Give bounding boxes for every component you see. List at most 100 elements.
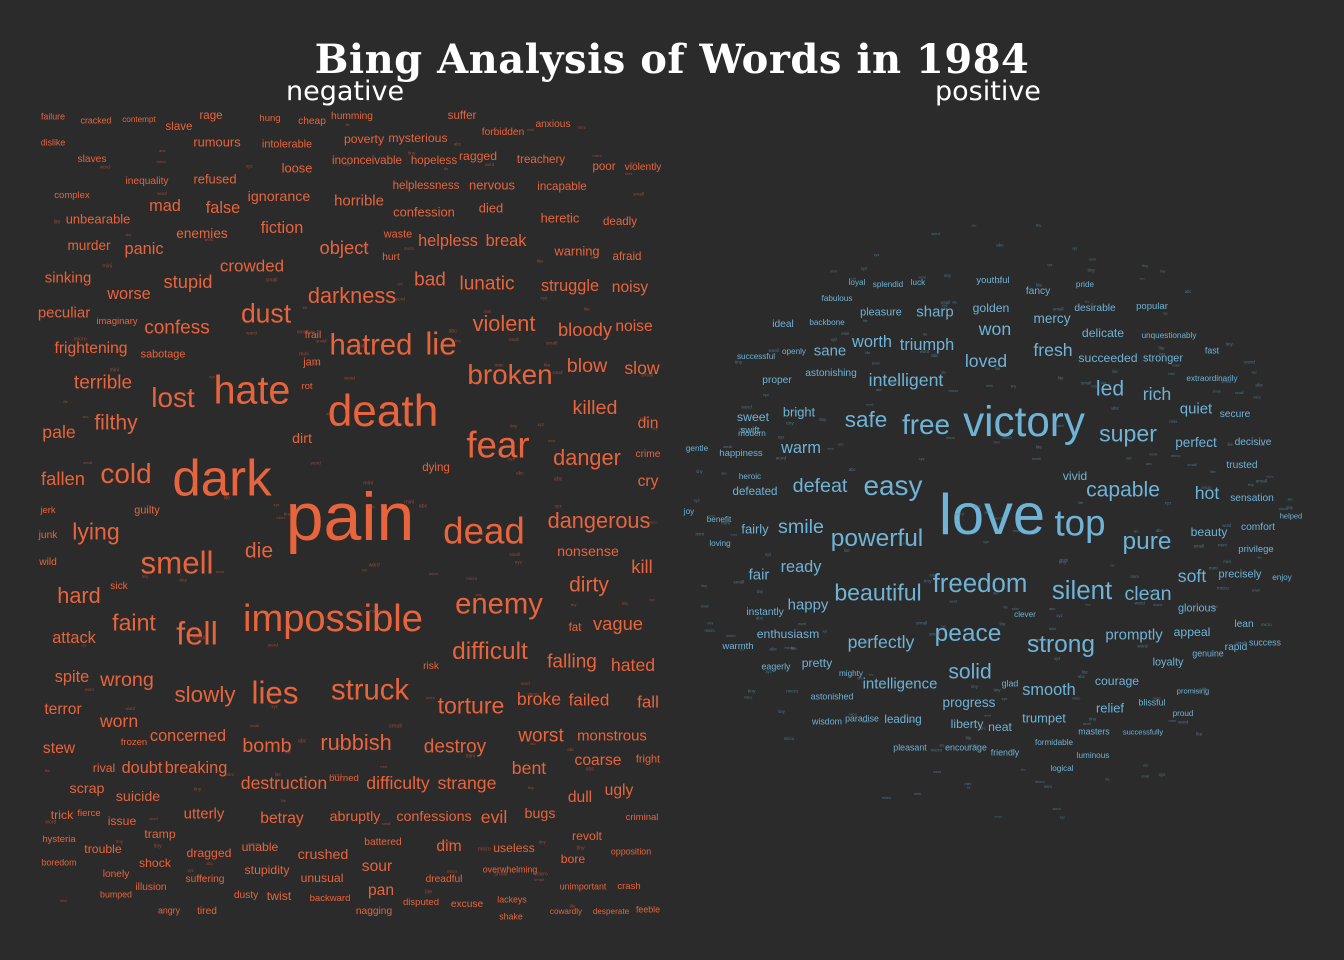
- filler-word: word: [296, 329, 309, 336]
- filler-word: micro: [446, 868, 458, 874]
- filler-word: tiny: [1058, 559, 1067, 566]
- filler-word: abc: [721, 471, 727, 476]
- filler-word: micro: [1216, 586, 1229, 592]
- word-positive-backbone: backbone: [809, 317, 845, 327]
- word-negative-coarse: coarse: [574, 752, 622, 770]
- word-positive-happiness: happiness: [719, 448, 763, 460]
- filler-word: small: [866, 402, 874, 407]
- word-negative-bore: bore: [560, 851, 586, 866]
- word-positive-eagerly: eagerly: [761, 661, 791, 672]
- filler-word: mini: [1059, 558, 1069, 564]
- filler-word: abc: [297, 737, 307, 744]
- word-negative-impossible: impossible: [243, 597, 423, 640]
- filler-word: small: [1251, 588, 1260, 593]
- filler-word: lite: [1158, 345, 1165, 351]
- word-positive-helped: helped: [1279, 511, 1303, 521]
- group-label-positive: positive: [935, 76, 1041, 107]
- word-positive-genuine: genuine: [1192, 648, 1224, 659]
- word-positive-won: won: [978, 319, 1012, 340]
- filler-word: xyz: [630, 160, 637, 166]
- filler-word: lite: [865, 351, 871, 356]
- filler-word: lite: [44, 768, 50, 774]
- filler-word: tiny: [1142, 263, 1149, 269]
- word-positive-openly: openly: [781, 346, 807, 356]
- filler-word: abc: [973, 504, 981, 510]
- word-positive-bright: bright: [782, 404, 816, 420]
- filler-word: xyz: [507, 457, 516, 463]
- filler-word: xyz: [1158, 771, 1166, 777]
- filler-word: word: [332, 772, 343, 778]
- filler-word: xyz: [941, 302, 948, 308]
- word-negative-difficult: difficult: [452, 637, 528, 665]
- filler-word: word: [707, 513, 715, 518]
- word-negative-revolt: revolt: [572, 828, 602, 843]
- word-positive-proud: proud: [1172, 708, 1194, 718]
- filler-word: tiny: [993, 687, 1001, 693]
- filler-word: tiny: [1084, 299, 1090, 304]
- word-positive-clever: clever: [1014, 609, 1036, 619]
- word-positive-love: love: [938, 483, 1046, 548]
- filler-word: small: [353, 343, 366, 350]
- word-negative-frozen: frozen: [120, 737, 148, 749]
- word-positive-joy: joy: [683, 506, 695, 516]
- filler-word: xyz: [209, 373, 216, 379]
- word-negative-lackeys: lackeys: [497, 894, 527, 905]
- word-negative-suffer: suffer: [447, 110, 477, 123]
- word-negative-hung: hung: [259, 113, 281, 125]
- filler-word: tiny: [538, 840, 546, 846]
- word-negative-sick: sick: [110, 580, 128, 592]
- filler-word: abc: [1287, 496, 1293, 501]
- filler-word: xyz: [1056, 612, 1063, 618]
- word-positive-mighty: mighty: [838, 668, 864, 678]
- filler-word: abc: [308, 328, 315, 334]
- filler-word: tiny: [1286, 504, 1293, 510]
- word-negative-refused: refused: [193, 171, 237, 187]
- word-negative-nervous: nervous: [469, 177, 515, 193]
- word-positive-promising: promising: [1176, 686, 1210, 696]
- word-negative-treachery: treachery: [516, 154, 566, 167]
- filler-word: tiny: [944, 272, 951, 278]
- word-positive-lean: lean: [1234, 618, 1254, 630]
- filler-word: small: [723, 444, 733, 450]
- word-positive-glorious: glorious: [1177, 602, 1217, 615]
- filler-word: abc: [939, 743, 945, 748]
- filler-word: tiny: [1160, 268, 1166, 273]
- word-negative-risk: risk: [423, 660, 439, 672]
- word-positive-delicate: delicate: [1081, 325, 1125, 340]
- filler-word: micro: [592, 154, 602, 159]
- word-negative-slowly: slowly: [174, 681, 236, 707]
- filler-word: abc: [367, 505, 376, 511]
- word-positive-perfectly: perfectly: [847, 632, 915, 653]
- word-negative-warning: warning: [554, 243, 600, 259]
- word-negative-fell: fell: [176, 614, 218, 652]
- word-positive-trusted: trusted: [1226, 459, 1258, 471]
- word-positive-successfully: successfully: [1122, 727, 1164, 737]
- word-negative-died: died: [478, 200, 504, 216]
- word-positive-desirable: desirable: [1074, 302, 1116, 314]
- filler-word: abc: [1017, 419, 1023, 424]
- word-positive-sane: sane: [813, 342, 847, 360]
- word-negative-excuse: excuse: [450, 898, 484, 910]
- filler-word: word: [157, 190, 167, 196]
- filler-word: mini: [1043, 784, 1052, 790]
- filler-word: xyz: [397, 282, 403, 287]
- filler-word: lite: [118, 348, 125, 355]
- word-negative-falling: falling: [547, 651, 597, 673]
- filler-word: small: [1255, 479, 1268, 485]
- word-positive-decisive: decisive: [1234, 436, 1272, 448]
- word-negative-die: die: [244, 539, 274, 563]
- word-positive-ready: ready: [780, 557, 822, 576]
- word-negative-rubbish: rubbish: [320, 730, 392, 756]
- word-positive-gentle: gentle: [685, 443, 709, 453]
- filler-word: tiny: [701, 584, 707, 589]
- filler-word: small: [389, 723, 402, 730]
- filler-word: word: [125, 705, 136, 711]
- filler-word: word: [968, 742, 978, 748]
- filler-word: mini: [964, 781, 972, 786]
- word-positive-glad: glad: [1001, 678, 1019, 689]
- filler-word: micro: [428, 571, 439, 577]
- word-negative-panic: panic: [124, 239, 164, 258]
- word-negative-fiction: fiction: [260, 218, 304, 237]
- word-positive-promptly: promptly: [1105, 626, 1163, 644]
- filler-word: xyz: [830, 337, 838, 343]
